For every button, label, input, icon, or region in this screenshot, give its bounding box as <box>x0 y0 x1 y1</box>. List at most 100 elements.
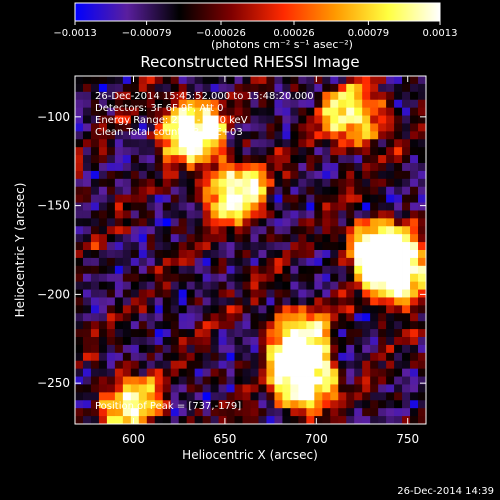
heatmap-cell <box>322 392 331 401</box>
heatmap-cell <box>266 337 275 346</box>
heatmap-cell <box>226 329 235 338</box>
heatmap-cell <box>290 202 299 211</box>
heatmap-cell <box>410 360 419 370</box>
heatmap-cell <box>75 107 84 116</box>
heatmap-cell <box>306 313 315 322</box>
heatmap-cell <box>250 226 259 235</box>
heatmap-cell <box>170 155 180 164</box>
heatmap-cell <box>130 83 140 93</box>
heatmap-cell <box>122 202 132 211</box>
heatmap-cell <box>338 139 347 148</box>
heatmap-cell <box>234 242 243 251</box>
heatmap-cell <box>370 218 379 227</box>
annotation-detectors: Detectors: 3F 6F 9F, Att 0 <box>95 103 223 114</box>
heatmap-cell <box>162 186 172 196</box>
heatmap-cell <box>218 170 227 180</box>
heatmap-cell <box>194 337 204 346</box>
heatmap-cell <box>394 289 403 298</box>
heatmap-cell <box>130 139 140 148</box>
heatmap-cell <box>162 352 172 362</box>
heatmap-cell <box>370 297 379 306</box>
heatmap-cell <box>114 297 124 306</box>
heatmap-cell <box>290 321 299 330</box>
heatmap-cell <box>410 257 419 267</box>
heatmap-cell <box>330 99 339 109</box>
heatmap-cell <box>146 99 156 109</box>
heatmap-cell <box>370 178 379 188</box>
heatmap-cell <box>266 186 275 196</box>
heatmap-cell <box>394 352 403 362</box>
heatmap-image <box>75 76 427 425</box>
heatmap-cell <box>234 360 243 370</box>
heatmap-cell <box>130 178 140 188</box>
heatmap-cell <box>82 107 92 116</box>
heatmap-cell <box>114 99 124 109</box>
heatmap-cell <box>170 392 180 401</box>
heatmap-cell <box>266 400 275 409</box>
heatmap-cell <box>90 321 100 330</box>
heatmap-cell <box>250 360 259 370</box>
heatmap-cell <box>394 91 403 101</box>
heatmap-cell <box>178 115 188 124</box>
heatmap-cell <box>226 170 235 180</box>
heatmap-cell <box>370 273 379 283</box>
heatmap-cell <box>274 218 283 227</box>
heatmap-cell <box>338 234 347 243</box>
heatmap-cell <box>106 226 116 235</box>
heatmap-cell <box>306 392 315 401</box>
heatmap-cell <box>186 376 196 385</box>
heatmap-cell <box>258 297 267 306</box>
heatmap-cell <box>242 226 251 235</box>
heatmap-cell <box>370 107 379 116</box>
heatmap-cell <box>394 139 403 148</box>
heatmap-cell <box>418 91 427 101</box>
heatmap-cell <box>146 313 156 322</box>
heatmap-cell <box>242 107 251 116</box>
heatmap-cell <box>178 281 188 290</box>
heatmap-cell <box>202 99 212 109</box>
heatmap-cell <box>178 218 188 227</box>
heatmap-cell <box>146 337 156 346</box>
heatmap-cell <box>266 265 275 275</box>
heatmap-cell <box>266 321 275 330</box>
heatmap-cell <box>258 250 267 259</box>
heatmap-cell <box>75 218 84 227</box>
heatmap-cell <box>250 194 259 203</box>
heatmap-cell <box>98 107 108 116</box>
heatmap-cell <box>226 76 235 85</box>
heatmap-cell <box>138 384 148 393</box>
heatmap-cell <box>178 139 188 148</box>
heatmap-cell <box>330 416 339 425</box>
heatmap-cell <box>210 352 219 362</box>
heatmap-cell <box>90 352 100 362</box>
heatmap-cell <box>114 392 124 401</box>
heatmap-cell <box>410 305 419 314</box>
heatmap-cell <box>306 155 315 164</box>
heatmap-cell <box>402 289 411 298</box>
heatmap-cell <box>330 76 339 85</box>
heatmap-cell <box>402 107 411 116</box>
heatmap-cell <box>306 107 315 116</box>
heatmap-cell <box>402 297 411 306</box>
heatmap-cell <box>106 155 116 164</box>
heatmap-cell <box>346 257 355 267</box>
heatmap-cell <box>90 226 100 235</box>
heatmap-cell <box>282 170 291 180</box>
heatmap-cell <box>162 297 172 306</box>
heatmap-cell <box>218 337 227 346</box>
heatmap-cell <box>250 384 259 393</box>
heatmap-cell <box>354 147 363 156</box>
heatmap-cell <box>106 368 116 377</box>
heatmap-cell <box>114 321 124 330</box>
heatmap-cell <box>202 186 212 196</box>
x-tick-label: 650 <box>213 432 236 446</box>
heatmap-cell <box>314 376 323 385</box>
heatmap-cell <box>234 234 243 243</box>
heatmap-cell <box>154 329 164 338</box>
heatmap-cell <box>186 321 196 330</box>
heatmap-cell <box>210 297 219 306</box>
heatmap-cell <box>250 250 259 259</box>
heatmap-cell <box>322 234 331 243</box>
heatmap-cell <box>226 210 235 219</box>
heatmap-cell <box>306 281 315 290</box>
